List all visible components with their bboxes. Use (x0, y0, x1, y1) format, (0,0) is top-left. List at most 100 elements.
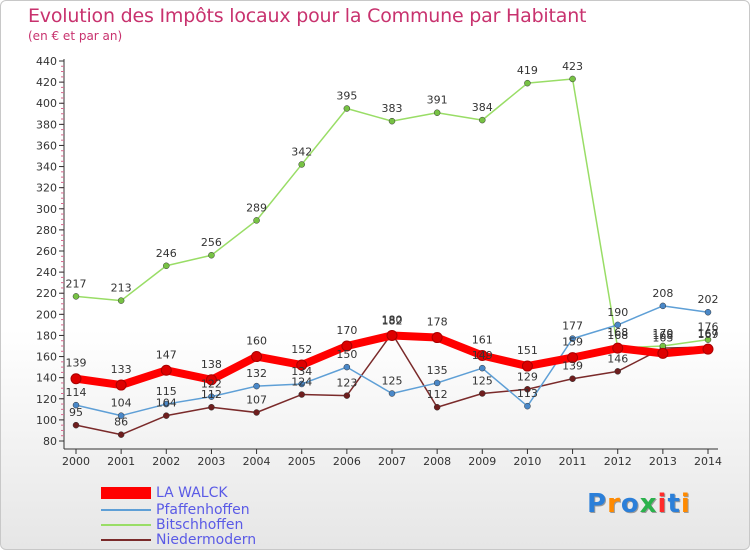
data-label-bitschhoffen: 170 (652, 327, 673, 340)
data-label-pfaffenhoffen: 134 (291, 365, 312, 378)
data-point-pfaffenhoffen (388, 390, 396, 397)
data-label-pfaffenhoffen: 150 (336, 348, 357, 361)
data-point-bitschhoffen (704, 336, 712, 343)
data-point-niedermodern (117, 431, 125, 438)
data-label-niedermodern: 129 (517, 370, 538, 383)
y-tick-label: 280 (36, 224, 57, 237)
data-point-pfaffenhoffen (208, 393, 215, 400)
data-point-pfaffenhoffen (524, 402, 531, 410)
data-point-bitschhoffen (479, 116, 486, 124)
data-point-pfaffenhoffen (569, 335, 576, 342)
data-point-bitschhoffen (208, 251, 215, 259)
data-point-niedermodern (614, 368, 621, 375)
data-label-pfaffenhoffen: 104 (111, 397, 132, 410)
data-point-pfaffenhoffen (163, 400, 170, 408)
data-point-pfaffenhoffen (659, 302, 667, 310)
legend-item-niedermodern: Niedermodern (101, 532, 301, 548)
proxiti-logo: Proxiti (587, 489, 691, 519)
data-label-pfaffenhoffen: 135 (427, 364, 448, 377)
data-label-la-walck: 167 (698, 327, 719, 340)
data-point-niedermodern (479, 390, 486, 397)
x-tick-label: 2002 (152, 455, 180, 468)
data-label-la-walck: 178 (427, 316, 448, 329)
x-tick-label: 2003 (197, 455, 225, 468)
data-point-pfaffenhoffen (704, 308, 712, 316)
legend-label: Niedermodern (156, 532, 257, 548)
data-label-niedermodern: 95 (69, 406, 83, 419)
data-point-la-walck (431, 332, 443, 344)
chart-title: Evolution des Impôts locaux pour la Comm… (28, 5, 587, 27)
data-label-pfaffenhoffen: 122 (201, 378, 222, 391)
legend-swatch (101, 509, 151, 511)
legend-swatch (101, 539, 151, 541)
x-tick-label: 2005 (288, 455, 316, 468)
legend-label: Bitschhoffen (156, 517, 244, 533)
y-tick-label: 300 (36, 203, 57, 216)
data-label-bitschhoffen: 383 (382, 102, 403, 115)
data-label-bitschhoffen: 213 (111, 282, 132, 295)
series-layer (70, 75, 714, 438)
x-tick-label: 2010 (513, 455, 541, 468)
data-point-pfaffenhoffen (479, 364, 486, 372)
data-label-pfaffenhoffen: 113 (517, 387, 538, 400)
data-label-niedermodern: 146 (607, 352, 628, 365)
data-point-bitschhoffen (163, 262, 170, 270)
data-point-bitschhoffen (117, 297, 125, 304)
data-point-la-walck (70, 373, 82, 385)
data-point-niedermodern (208, 403, 215, 411)
data-point-la-walck (567, 352, 579, 364)
y-tick-label: 80 (43, 435, 57, 448)
data-point-la-walck (702, 343, 714, 355)
data-label-niedermodern: 182 (382, 314, 403, 327)
y-tick-label: 260 (36, 245, 57, 258)
data-label-la-walck: 133 (111, 363, 132, 376)
data-label-bitschhoffen: 391 (427, 94, 448, 107)
data-point-pfaffenhoffen (117, 412, 125, 419)
y-tick-label: 200 (36, 308, 57, 321)
x-tick-label: 2008 (423, 455, 451, 468)
data-label-la-walck: 168 (607, 326, 628, 339)
data-label-bitschhoffen: 342 (291, 145, 312, 158)
data-point-bitschhoffen (253, 217, 260, 224)
data-label-niedermodern: 139 (562, 360, 583, 373)
data-label-bitschhoffen: 419 (517, 64, 538, 77)
y-tick-label: 440 (36, 55, 57, 68)
data-label-pfaffenhoffen: 208 (652, 287, 673, 300)
data-point-pfaffenhoffen (343, 363, 351, 371)
logo-letter: i (657, 489, 668, 519)
data-label-niedermodern: 112 (201, 388, 222, 401)
data-label-la-walck: 138 (201, 358, 222, 371)
data-point-niedermodern (298, 391, 305, 398)
legend-swatch (101, 487, 151, 499)
y-tick-label: 400 (36, 97, 57, 110)
logo-letter: r (607, 489, 621, 519)
data-label-pfaffenhoffen: 190 (607, 306, 628, 319)
x-tick-label: 2000 (62, 455, 90, 468)
data-point-niedermodern (433, 403, 441, 411)
data-label-pfaffenhoffen: 115 (156, 385, 177, 398)
x-tick-label: 2007 (378, 455, 406, 468)
data-label-pfaffenhoffen: 114 (66, 386, 87, 399)
data-label-pfaffenhoffen: 149 (472, 349, 493, 362)
data-label-bitschhoffen: 168 (607, 329, 628, 342)
data-point-pfaffenhoffen (72, 401, 80, 409)
data-point-la-walck (521, 360, 533, 372)
x-tick-label: 2004 (243, 455, 271, 468)
data-label-la-walck: 160 (246, 335, 267, 348)
data-point-niedermodern (343, 392, 351, 399)
data-label-la-walck: 163 (652, 331, 673, 344)
x-tick-label: 2012 (604, 455, 632, 468)
legend-label: Pfaffenhoffen (156, 502, 250, 518)
data-label-pfaffenhoffen: 202 (698, 293, 719, 306)
data-point-bitschhoffen (298, 161, 305, 168)
data-point-pfaffenhoffen (433, 379, 441, 387)
legend-item-pfaffenhoffen: Pfaffenhoffen (101, 502, 301, 518)
data-label-niedermodern: 86 (114, 416, 128, 429)
x-tick-label: 2001 (107, 455, 135, 468)
data-label-bitschhoffen: 423 (562, 60, 583, 73)
data-label-niedermodern: 112 (427, 388, 448, 401)
data-label-niedermodern: 124 (291, 376, 312, 389)
data-label-la-walck: 161 (472, 334, 493, 347)
x-tick-label: 2014 (694, 455, 722, 468)
